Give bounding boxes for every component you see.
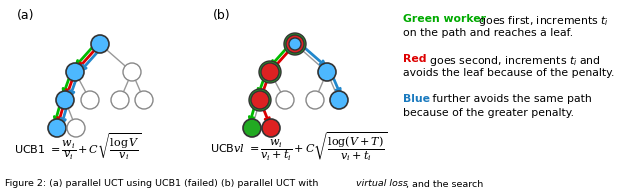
Text: Green worker: Green worker <box>403 14 486 24</box>
Text: on the path and reaches a leaf.: on the path and reaches a leaf. <box>403 28 573 38</box>
Text: UCB$vl$ $= \dfrac{w_i}{v_i+t_i} + C\sqrt{\dfrac{\log(V+T)}{v_i+t_i}}$: UCB$vl$ $= \dfrac{w_i}{v_i+t_i} + C\sqrt… <box>210 130 387 164</box>
Circle shape <box>91 35 109 53</box>
Circle shape <box>276 91 294 109</box>
Text: goes first, increments $t_i$: goes first, increments $t_i$ <box>475 14 609 28</box>
Circle shape <box>289 38 301 50</box>
Circle shape <box>111 91 129 109</box>
Circle shape <box>262 119 280 137</box>
Text: (b): (b) <box>213 9 230 22</box>
Text: avoids the leaf because of the penalty.: avoids the leaf because of the penalty. <box>403 68 614 78</box>
Text: goes second, increments $t_i$ and: goes second, increments $t_i$ and <box>426 54 601 68</box>
Circle shape <box>243 119 261 137</box>
Circle shape <box>48 119 66 137</box>
Circle shape <box>81 91 99 109</box>
Circle shape <box>135 91 153 109</box>
Text: further avoids the same path: further avoids the same path <box>429 94 592 104</box>
Text: virtual loss: virtual loss <box>356 180 408 189</box>
Text: UCB1 $= \dfrac{w_i}{v_i} + C\sqrt{\dfrac{\log V}{v_i}}$: UCB1 $= \dfrac{w_i}{v_i} + C\sqrt{\dfrac… <box>14 131 141 163</box>
Text: because of the greater penalty.: because of the greater penalty. <box>403 108 574 118</box>
Circle shape <box>286 35 304 53</box>
Text: , and the search: , and the search <box>406 180 483 189</box>
Circle shape <box>66 63 84 81</box>
Text: Figure 2: (a) parallel UCT using UCB1 (failed) (b) parallel UCT with: Figure 2: (a) parallel UCT using UCB1 (f… <box>5 180 321 189</box>
Circle shape <box>56 91 74 109</box>
Circle shape <box>123 63 141 81</box>
Circle shape <box>67 119 85 137</box>
Text: Blue: Blue <box>403 94 430 104</box>
Circle shape <box>259 61 281 83</box>
Text: Red: Red <box>403 54 426 64</box>
Circle shape <box>284 33 306 55</box>
Circle shape <box>318 63 336 81</box>
Circle shape <box>251 91 269 109</box>
Circle shape <box>330 91 348 109</box>
Circle shape <box>306 91 324 109</box>
Text: (a): (a) <box>17 9 35 22</box>
Circle shape <box>249 89 271 111</box>
Circle shape <box>261 63 279 81</box>
